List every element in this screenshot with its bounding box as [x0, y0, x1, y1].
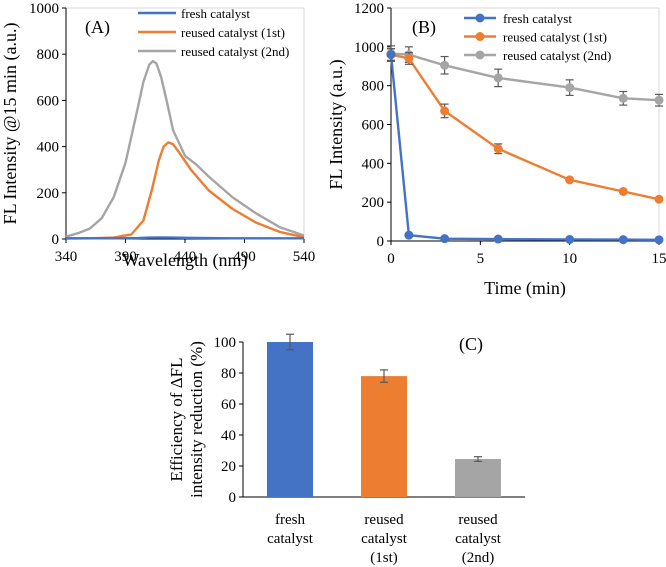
y-tick-label-a: 1000 [29, 1, 59, 17]
data-point-b [565, 83, 575, 93]
y-tick-label-b: 200 [362, 195, 385, 211]
data-point-b [654, 235, 664, 245]
y-tick-label-c: 0 [229, 490, 237, 506]
y-tick-label-c: 80 [221, 366, 236, 382]
legend-label-a: fresh catalyst [181, 6, 250, 21]
category-label-c: catalyst [455, 531, 502, 547]
legend-label-b: reused catalyst (1st) [503, 30, 607, 45]
legend-label-a: reused catalyst (2nd) [181, 44, 289, 59]
y-tick-label-b: 1200 [354, 1, 384, 17]
legend-label-a: reused catalyst (1st) [181, 25, 285, 40]
category-label-c: reused [458, 512, 498, 528]
panel-c: 0 20 40 60 80 100 fresh catalyst reused catalyst (… [167, 333, 525, 566]
panel-label-a: (A) [85, 17, 110, 38]
bar-c-3 [455, 459, 501, 497]
series-line-a-1 [66, 236, 304, 240]
bar-c-2 [361, 376, 407, 497]
panel-a: 0 200 400 600 800 1000 340 390 440 490 540 Waveleng… [0, 1, 315, 271]
legend-marker-b [475, 32, 485, 41]
category-label-c: reused [364, 512, 404, 528]
y-axis-title-c: Efficiency of ΔFL [167, 358, 186, 482]
data-point-b [565, 175, 575, 185]
series-line-a-2 [65, 141, 305, 240]
series-line-b-2 [390, 53, 660, 201]
category-label-c: catalyst [361, 531, 408, 547]
legend-marker-b [475, 13, 485, 23]
panel-label-b: (B) [412, 17, 436, 38]
data-point-b [404, 53, 414, 63]
x-axis-title-b: Time (min) [484, 278, 566, 299]
x-tick-label-b: 0 [387, 251, 395, 267]
data-point-b [440, 234, 450, 244]
y-tick-label-a: 0 [52, 232, 60, 248]
panel-label-c: (C) [459, 334, 483, 355]
y-tick-label-c: 20 [221, 459, 236, 475]
bar-c-1 [267, 342, 313, 497]
y-axis-title-c: intensity reduction (%) [187, 341, 206, 498]
data-point-b [618, 93, 628, 103]
data-point-b [618, 186, 628, 196]
y-tick-label-a: 200 [37, 186, 60, 202]
data-point-b [654, 95, 664, 105]
plot-area-a [65, 7, 305, 240]
series-line-a-3 [65, 59, 305, 238]
legend-marker-b [475, 50, 485, 60]
x-tick-label-a: 540 [293, 249, 316, 265]
x-tick-label-a: 340 [55, 249, 78, 265]
y-tick-label-a: 800 [37, 47, 60, 63]
x-tick-label-b: 5 [477, 251, 485, 267]
data-point-b [386, 50, 396, 60]
data-point-b [618, 235, 628, 245]
y-tick-label-c: 60 [221, 397, 236, 413]
y-tick-label-b: 600 [362, 118, 385, 134]
x-axis-title-a: Wavelength (nm) [122, 250, 247, 271]
x-tick-label-b: 10 [562, 251, 577, 267]
y-axis-title-b: FL Intensity (a.u.) [326, 59, 347, 189]
category-label-c: (1st) [370, 550, 398, 566]
data-point-b [440, 60, 450, 70]
data-point-b [440, 106, 450, 116]
x-tick-label-a: 440 [174, 249, 197, 265]
data-point-b [493, 234, 503, 244]
y-tick-label-b: 400 [362, 156, 385, 172]
category-label-c: (2nd) [462, 550, 495, 566]
y-tick-label-c: 40 [221, 428, 236, 444]
panel-b: 0 200 400 600 800 1000 1200 0 5 10 15 Time (min) FL … [326, 1, 666, 299]
data-point-b [493, 144, 503, 154]
y-axis-title-a: FL Intensity @15 min (a.u.) [0, 23, 21, 225]
data-point-b [493, 73, 503, 83]
data-point-b [654, 194, 664, 204]
x-tick-label-b: 15 [652, 251, 666, 267]
y-tick-label-b: 1000 [354, 40, 384, 56]
data-point-b [565, 234, 575, 244]
x-tick-label-a: 490 [233, 249, 256, 265]
y-tick-label-a: 400 [37, 140, 60, 156]
y-tick-label-b: 0 [377, 234, 385, 250]
y-tick-label-a: 600 [37, 93, 60, 109]
legend-label-b: fresh catalyst [503, 11, 572, 26]
y-tick-label-c: 100 [214, 335, 237, 351]
y-tick-label-b: 800 [362, 79, 385, 95]
category-label-c: fresh [275, 512, 305, 528]
category-label-c: catalyst [267, 531, 314, 547]
x-tick-label-a: 390 [114, 249, 137, 265]
data-point-b [404, 230, 414, 240]
legend-label-b: reused catalyst (2nd) [503, 48, 611, 63]
